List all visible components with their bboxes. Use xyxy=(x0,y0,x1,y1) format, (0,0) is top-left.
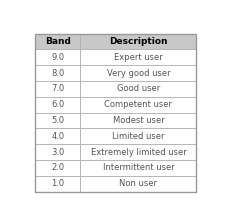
Text: Modest user: Modest user xyxy=(112,116,164,125)
Bar xyxy=(35,97,80,113)
Text: Intermittent user: Intermittent user xyxy=(102,163,173,172)
Bar xyxy=(80,81,196,97)
Text: Description: Description xyxy=(109,37,167,46)
Text: Expert user: Expert user xyxy=(113,53,162,62)
Bar xyxy=(80,176,196,192)
Text: Limited user: Limited user xyxy=(112,132,164,141)
Text: 7.0: 7.0 xyxy=(51,85,64,93)
Bar xyxy=(35,128,80,144)
Bar xyxy=(35,81,80,97)
Bar xyxy=(80,34,196,50)
Text: Good user: Good user xyxy=(116,85,159,93)
Text: 9.0: 9.0 xyxy=(51,53,64,62)
Bar xyxy=(35,34,80,50)
Bar xyxy=(80,113,196,128)
Bar xyxy=(35,144,80,160)
Text: Competent user: Competent user xyxy=(104,100,172,109)
Text: 2.0: 2.0 xyxy=(51,163,64,172)
Text: 4.0: 4.0 xyxy=(51,132,64,141)
Bar xyxy=(35,50,80,65)
Text: Extremely limited user: Extremely limited user xyxy=(90,148,185,157)
Bar xyxy=(80,97,196,113)
Bar xyxy=(35,113,80,128)
Bar xyxy=(80,65,196,81)
Text: Very good user: Very good user xyxy=(106,69,169,78)
Text: Band: Band xyxy=(45,37,70,46)
Bar xyxy=(80,50,196,65)
Text: Non user: Non user xyxy=(119,179,157,188)
Bar xyxy=(80,144,196,160)
Bar xyxy=(35,65,80,81)
Bar xyxy=(80,160,196,176)
Text: 6.0: 6.0 xyxy=(51,100,64,109)
Text: 1.0: 1.0 xyxy=(51,179,64,188)
Bar xyxy=(80,128,196,144)
Text: 8.0: 8.0 xyxy=(51,69,64,78)
Bar xyxy=(35,176,80,192)
Text: 3.0: 3.0 xyxy=(51,148,64,157)
Bar xyxy=(35,160,80,176)
Text: 5.0: 5.0 xyxy=(51,116,64,125)
